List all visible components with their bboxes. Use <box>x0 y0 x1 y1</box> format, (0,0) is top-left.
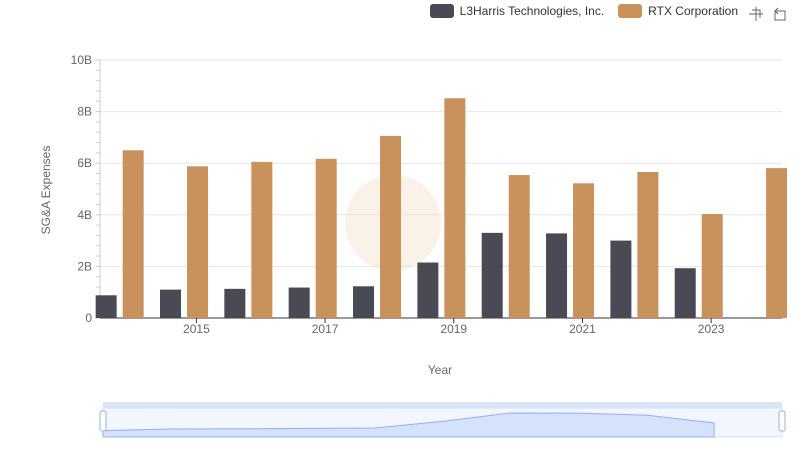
slider-handle-right[interactable] <box>778 410 786 432</box>
x-tick-label: 2019 <box>440 322 467 336</box>
legend-label-l3harris: L3Harris Technologies, Inc. <box>459 4 605 18</box>
legend-swatch-rtx <box>618 4 643 18</box>
bar-l3harris-2016[interactable] <box>224 288 246 318</box>
legend: L3Harris Technologies, Inc. RTX Corporat… <box>429 4 738 18</box>
bar-rtx-2016[interactable] <box>251 161 273 318</box>
legend-swatch-l3harris <box>429 4 454 18</box>
y-tick-label: 0 <box>85 311 92 325</box>
slider-sparkline <box>102 412 715 438</box>
x-tick-label: 2017 <box>312 322 339 336</box>
bar-rtx-2020[interactable] <box>508 175 530 318</box>
x-axis: 2015 2017 2019 2021 2023 <box>100 317 782 336</box>
bar-rtx-2021[interactable] <box>573 183 595 318</box>
bars <box>95 98 788 319</box>
bar-l3harris-2018[interactable] <box>353 286 375 318</box>
bar-rtx-2024[interactable] <box>766 168 788 318</box>
legend-item-rtx[interactable]: RTX Corporation <box>618 4 738 18</box>
bar-rtx-2023[interactable] <box>701 214 723 318</box>
bar-l3harris-2022[interactable] <box>610 240 632 318</box>
bar-rtx-2014[interactable] <box>122 150 144 318</box>
y-axis: 0 2B 4B 6B 8B 10B <box>71 53 101 325</box>
slider-handle-left[interactable] <box>99 410 107 432</box>
bar-l3harris-2020[interactable] <box>481 232 503 318</box>
data-zoom-slider[interactable] <box>99 402 786 438</box>
legend-label-rtx: RTX Corporation <box>648 4 738 18</box>
x-tick-label: 2015 <box>183 322 210 336</box>
bar-rtx-2019[interactable] <box>444 98 466 319</box>
y-tick-label: 2B <box>77 259 92 273</box>
bar-rtx-2015[interactable] <box>187 166 209 318</box>
y-axis-title: SG&A Expenses <box>39 146 53 235</box>
bar-l3harris-2023[interactable] <box>674 268 696 318</box>
grid-lines <box>100 59 782 267</box>
toolbox <box>748 6 788 22</box>
bar-rtx-2022[interactable] <box>637 171 659 318</box>
bar-l3harris-2014[interactable] <box>95 295 117 318</box>
y-tick-label: 6B <box>77 156 92 170</box>
zoom-icon[interactable] <box>748 6 764 22</box>
bar-rtx-2018[interactable] <box>380 135 402 318</box>
legend-item-l3harris[interactable]: L3Harris Technologies, Inc. <box>429 4 605 18</box>
bar-l3harris-2015[interactable] <box>160 289 182 318</box>
bar-l3harris-2021[interactable] <box>546 233 568 318</box>
y-tick-label: 8B <box>77 105 92 119</box>
bar-rtx-2017[interactable] <box>315 158 337 318</box>
slider-top-bar[interactable] <box>103 402 782 408</box>
y-tick-label: 4B <box>77 208 92 222</box>
x-tick-label: 2023 <box>698 322 725 336</box>
y-tick-label: 10B <box>71 53 92 67</box>
x-tick-label: 2021 <box>569 322 596 336</box>
bar-l3harris-2017[interactable] <box>288 287 310 318</box>
bar-l3harris-2019[interactable] <box>417 262 439 318</box>
x-axis-title: Year <box>428 363 452 377</box>
restore-icon[interactable] <box>772 6 788 22</box>
